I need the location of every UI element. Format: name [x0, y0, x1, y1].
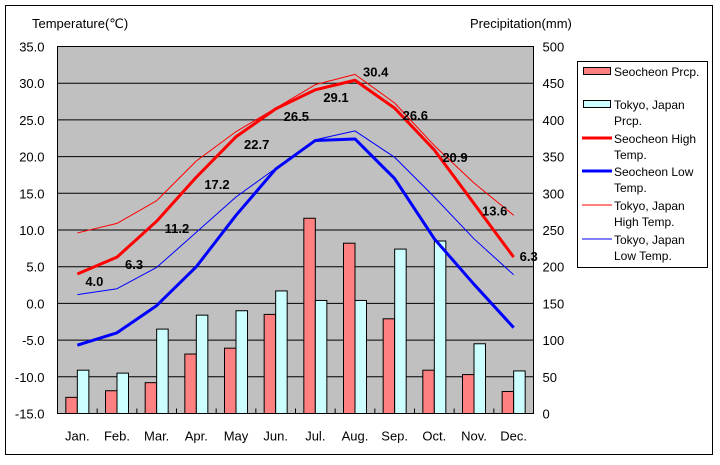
data-label: 6.3 — [125, 257, 143, 272]
right-tick-label: 300 — [543, 186, 565, 201]
left-tick-label: 15.0 — [19, 186, 44, 201]
right-tick-label: 200 — [543, 260, 565, 275]
left-tick-label: 10.0 — [19, 223, 44, 238]
bar-tokyo-prcp — [275, 290, 288, 414]
bar-tokyo-prcp — [156, 328, 169, 414]
bar-tokyo-prcp — [473, 343, 486, 414]
bar-tokyo-prcp — [235, 310, 248, 414]
line-seocheon-low-temp — [76, 137, 515, 347]
right-tick-label: 0 — [543, 407, 550, 422]
bar-seocheon-prcp — [501, 390, 515, 415]
legend-label: Seocheon Prcp. — [614, 65, 699, 79]
legend-label: Temp. — [614, 148, 647, 162]
bar-seocheon-prcp — [422, 369, 435, 414]
data-label: 30.4 — [363, 64, 389, 79]
x-tick-label: Jan. — [65, 429, 90, 444]
x-tick-label: Mar. — [144, 429, 169, 444]
line-seocheon-high-temp — [76, 78, 515, 276]
x-tick-label: Dec. — [500, 429, 527, 444]
legend-label: Prcp. — [614, 114, 642, 128]
legend-label: Seocheon High — [614, 132, 696, 146]
bar-seocheon-prcp — [303, 217, 316, 414]
legend-label: Tokyo, Japan — [614, 199, 685, 213]
bar-seocheon-prcp — [184, 353, 197, 414]
right-axis-title: Precipitation(mm) — [470, 16, 572, 31]
legend-label: Tokyo, Japan — [614, 98, 685, 112]
bar-seocheon-prcp — [462, 374, 475, 414]
right-tick-label: 500 — [543, 40, 565, 55]
x-tick-label: Jun. — [263, 429, 288, 444]
x-tick-label: Nov. — [461, 429, 487, 444]
legend-box — [577, 61, 708, 268]
legend-label: Tokyo, Japan — [614, 233, 685, 247]
legend-label: High Temp. — [614, 215, 674, 229]
bar-seocheon-prcp — [343, 242, 356, 414]
bar-tokyo-prcp — [76, 369, 90, 414]
right-tick-label: 450 — [543, 76, 565, 91]
data-label: 20.9 — [442, 150, 467, 165]
x-tick-label: Jul. — [305, 429, 325, 444]
bar-seocheon-prcp — [263, 313, 277, 414]
bar-tokyo-prcp — [513, 370, 526, 415]
bar-seocheon-prcp — [144, 382, 158, 414]
legend-label: Temp. — [614, 181, 647, 195]
right-tick-label: 100 — [543, 333, 565, 348]
right-tick-label: 250 — [543, 223, 565, 238]
data-label: 29.1 — [323, 90, 348, 105]
right-tick-label: 150 — [543, 296, 565, 311]
legend-swatch — [583, 67, 611, 75]
bar-seocheon-prcp — [105, 390, 118, 415]
x-tick-label: Apr. — [185, 429, 208, 444]
data-label: 6.3 — [520, 249, 538, 264]
bar-tokyo-prcp — [354, 299, 367, 414]
data-label: 17.2 — [204, 177, 229, 192]
bar-seocheon-prcp — [382, 318, 396, 414]
left-tick-label: 0.0 — [26, 296, 44, 311]
data-label: 26.5 — [284, 109, 309, 124]
data-label: 13.6 — [482, 204, 507, 219]
left-tick-label: -15.0 — [15, 407, 45, 422]
right-tick-label: 400 — [543, 113, 565, 128]
left-tick-label: 30.0 — [19, 76, 44, 91]
bar-tokyo-prcp — [314, 299, 328, 414]
right-tick-label: 50 — [543, 370, 557, 385]
left-tick-label: -5.0 — [22, 333, 44, 348]
left-tick-label: 25.0 — [19, 113, 44, 128]
left-axis-title: Temperature(℃) — [32, 16, 128, 31]
x-tick-label: Aug. — [342, 429, 369, 444]
right-tick-label: 350 — [543, 150, 565, 165]
x-tick-label: Oct. — [422, 429, 446, 444]
data-label: 11.2 — [165, 221, 190, 236]
legend-swatch — [583, 100, 611, 108]
data-label: 4.0 — [85, 274, 103, 289]
line-tokyo-japan-high-temp — [77, 73, 514, 234]
legend-label: Low Temp. — [614, 249, 672, 263]
bar-seocheon-prcp — [224, 347, 237, 415]
bar-tokyo-prcp — [394, 248, 407, 414]
data-label: 26.6 — [403, 108, 428, 123]
left-tick-label: 5.0 — [26, 260, 44, 275]
legend-label: Seocheon Low — [614, 165, 694, 179]
bar-tokyo-prcp — [195, 314, 209, 415]
left-tick-label: 35.0 — [19, 40, 44, 55]
x-tick-label: May — [224, 429, 249, 444]
bar-seocheon-prcp — [65, 396, 78, 414]
left-tick-label: -10.0 — [15, 370, 45, 385]
bar-tokyo-prcp — [116, 372, 129, 415]
left-tick-label: 20.0 — [19, 150, 44, 165]
x-tick-label: Feb. — [104, 429, 130, 444]
bar-tokyo-prcp — [433, 240, 447, 414]
data-label: 22.7 — [244, 137, 269, 152]
x-tick-label: Sep. — [381, 429, 408, 444]
